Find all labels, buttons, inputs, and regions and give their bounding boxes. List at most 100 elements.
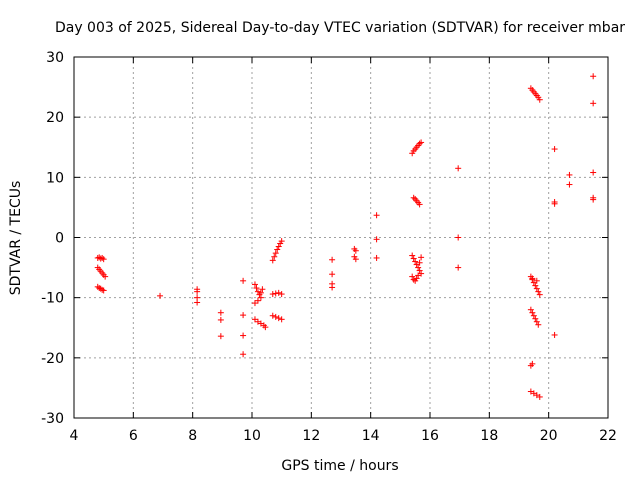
x-axis-ticks: 4 6 8 10 12 14 16 18 20 22	[70, 57, 617, 444]
data-point	[535, 288, 542, 295]
data-point	[373, 236, 380, 243]
data-point	[352, 256, 359, 263]
data-point	[275, 315, 282, 322]
data-point	[352, 247, 359, 254]
data-point	[415, 264, 422, 271]
data-point	[278, 316, 285, 323]
data-point	[532, 315, 539, 322]
data-point	[275, 289, 282, 296]
data-point	[412, 258, 419, 265]
data-point	[254, 288, 261, 295]
data-point	[99, 286, 106, 293]
data-point	[194, 299, 201, 306]
y-tick-label: 30	[46, 50, 64, 66]
data-point	[240, 277, 247, 284]
grid-lines	[74, 57, 608, 418]
data-point	[566, 181, 573, 188]
data-point	[551, 200, 558, 207]
data-point	[278, 291, 285, 298]
x-tick-label: 4	[70, 428, 79, 444]
data-point	[535, 321, 542, 328]
x-tick-label: 10	[243, 428, 261, 444]
data-point	[102, 273, 109, 280]
data-point	[409, 252, 416, 259]
data-point	[217, 316, 224, 323]
y-tick-label: -30	[41, 411, 64, 427]
data-point	[278, 238, 285, 245]
data-point	[253, 285, 260, 292]
data-point	[259, 286, 266, 293]
data-point	[99, 254, 106, 261]
y-tick-label: 10	[46, 170, 64, 186]
data-point	[262, 324, 269, 331]
x-tick-label: 18	[480, 428, 498, 444]
data-point	[410, 276, 417, 283]
data-point	[590, 196, 597, 203]
data-point	[373, 212, 380, 219]
data-point	[590, 73, 597, 80]
data-point	[251, 300, 258, 307]
data-point	[533, 285, 540, 292]
data-point	[274, 246, 281, 253]
x-tick-label: 14	[362, 428, 380, 444]
data-point	[269, 312, 276, 319]
chart-title: Day 003 of 2025, Sidereal Day-to-day VTE…	[55, 20, 625, 36]
data-points	[94, 73, 597, 400]
data-point	[240, 332, 247, 339]
data-point	[418, 139, 425, 146]
data-point	[590, 169, 597, 176]
y-tick-label: -10	[41, 291, 64, 307]
x-tick-label: 22	[599, 428, 617, 444]
data-point	[217, 333, 224, 340]
y-axis-label: SDTVAR / TECUs	[8, 181, 24, 296]
x-tick-label: 12	[302, 428, 320, 444]
data-point	[530, 312, 537, 319]
data-point	[275, 243, 282, 250]
data-point	[455, 264, 462, 271]
data-point	[418, 254, 425, 261]
data-point	[373, 254, 380, 261]
data-point	[272, 313, 279, 320]
y-axis-ticks: -30 -20 -10 0 10 20 30	[41, 50, 608, 427]
data-point	[410, 194, 417, 201]
x-axis-label: GPS time / hours	[281, 458, 398, 474]
data-point	[527, 362, 534, 369]
data-point	[533, 277, 540, 284]
data-point	[251, 281, 258, 288]
x-tick-label: 20	[540, 428, 558, 444]
data-point	[100, 256, 107, 263]
data-point	[240, 351, 247, 358]
data-point	[272, 290, 279, 297]
x-tick-label: 16	[421, 428, 439, 444]
data-point	[194, 288, 201, 295]
data-point	[536, 291, 543, 298]
data-point	[217, 309, 224, 316]
data-point	[532, 282, 539, 289]
data-point	[96, 254, 103, 261]
data-point	[329, 284, 336, 291]
data-point	[413, 275, 420, 282]
data-point	[257, 289, 264, 296]
x-tick-label: 8	[188, 428, 197, 444]
data-point	[529, 275, 536, 282]
y-tick-label: -20	[41, 351, 64, 367]
data-point	[329, 256, 336, 263]
data-point	[329, 271, 336, 278]
data-point	[157, 292, 164, 299]
data-point	[527, 306, 534, 313]
y-tick-label: 0	[55, 231, 64, 247]
y-tick-label: 20	[46, 110, 64, 126]
data-point	[533, 318, 540, 325]
data-point	[455, 234, 462, 241]
data-point	[269, 291, 276, 298]
data-point	[416, 259, 423, 266]
data-point	[416, 201, 423, 208]
data-point	[416, 267, 423, 274]
data-point	[240, 312, 247, 319]
data-point	[566, 171, 573, 178]
data-point	[100, 287, 107, 294]
data-point	[97, 255, 104, 262]
data-point	[416, 140, 423, 147]
data-point	[269, 257, 276, 264]
